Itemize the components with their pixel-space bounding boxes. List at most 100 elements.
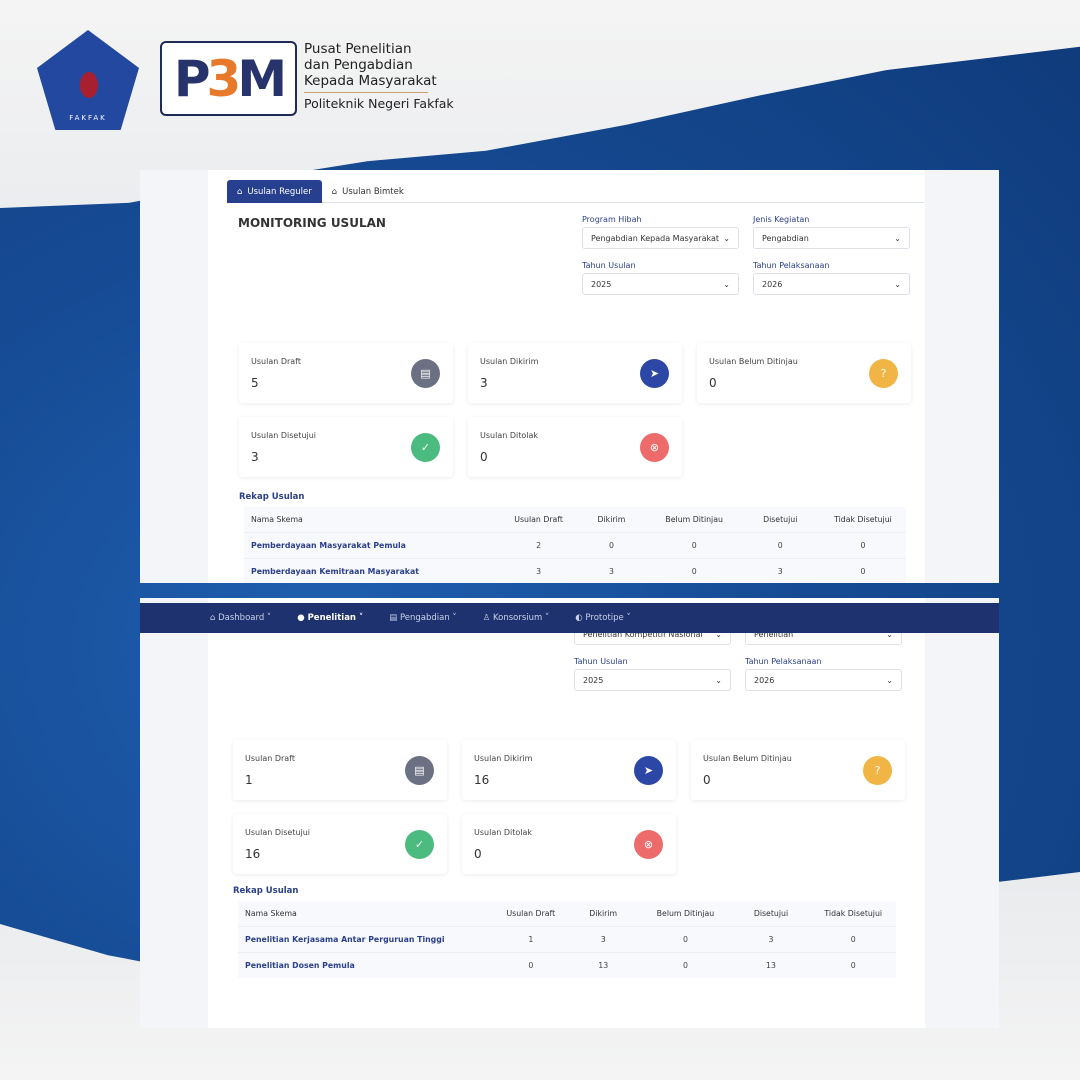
chevron-down-icon: ⌄ xyxy=(894,233,901,243)
stat-label: Usulan Belum Ditinjau xyxy=(709,357,798,366)
stat-value: 3 xyxy=(480,376,488,390)
filter-label: Program Hibah xyxy=(582,215,642,224)
select-value: 2025 xyxy=(583,675,604,685)
chevron-down-icon: ˅ xyxy=(449,613,457,623)
send-icon: ➤ xyxy=(634,756,663,785)
brand-line: dan Pengabdian xyxy=(304,57,413,73)
stat-card-ditolak: Usulan Ditolak 0 ⊗ xyxy=(462,814,676,874)
check-icon: ✓ xyxy=(411,433,440,462)
table-row: Pemberdayaan Kemitraan Masyarakat 3 3 0 3 0 xyxy=(244,557,906,583)
stat-value: 0 xyxy=(474,847,482,861)
filter-select[interactable]: Pengabdian Kepada Masyarakat ⌄ xyxy=(582,227,739,249)
stat-card-dikirim: Usulan Dikirim 3 ➤ xyxy=(468,343,682,403)
stat-value: 3 xyxy=(251,450,259,464)
table-cell: 2 xyxy=(502,531,576,558)
filter-select[interactable]: Pengabdian ⌄ xyxy=(753,227,910,249)
tab-usulan-reguler[interactable]: ⌂ Usulan Reguler xyxy=(227,180,322,203)
brand-line: Kepada Masyarakat xyxy=(304,73,437,89)
column-header: Nama Skema xyxy=(245,908,297,918)
home-icon: ⌂ xyxy=(331,186,338,197)
select-value: Penelitian xyxy=(754,629,794,639)
screenshot-bottom: ⌂ Dashboard ˅ ● Penelitian ˅ ▤ Pengabdian … xyxy=(140,598,999,1028)
tab-usulan-bimtek[interactable]: ⌂ Usulan Bimtek xyxy=(322,180,414,203)
column-header: Dikirim xyxy=(589,908,618,918)
table-header: Nama Skema Usulan Draft Dikirim Belum Ditin… xyxy=(244,507,906,532)
brand-line: Pusat Penelitian xyxy=(304,41,412,57)
table-cell: 3 xyxy=(575,557,648,583)
nav-penelitian[interactable]: ● Penelitian ˅ xyxy=(297,613,363,623)
rekap-table: Nama Skema Usulan Draft Dikirim Belum Ditin… xyxy=(238,901,896,978)
chevron-down-icon: ⌄ xyxy=(723,233,730,243)
table-cell: 0 xyxy=(740,531,820,558)
column-header: Tidak Disetujui xyxy=(834,514,892,524)
table-cell: 13 xyxy=(731,951,811,978)
table-row: Penelitian Kerjasama Antar Perguruan Tin… xyxy=(238,925,896,952)
filter-select[interactable]: 2025 ⌄ xyxy=(574,669,731,691)
column-header: Tidak Disetujui xyxy=(824,908,883,918)
table-cell: 0 xyxy=(647,557,741,583)
chevron-down-icon: ⌄ xyxy=(886,629,893,639)
column-header: Belum Ditinjau xyxy=(665,514,723,524)
select-value: Penelitian Kompetitif Nasional xyxy=(583,629,703,639)
stat-card-draft: Usulan Draft 1 ▤ xyxy=(233,740,447,800)
chevron-down-icon: ⌄ xyxy=(894,279,901,289)
stat-value: 0 xyxy=(480,450,488,464)
p3m-text: Pusat Penelitian dan Pengabdian Kepada M… xyxy=(304,41,454,112)
file-icon: ▤ xyxy=(405,756,434,785)
chevron-down-icon: ˅ xyxy=(355,613,364,623)
rekap-title: Rekap Usulan xyxy=(233,886,299,896)
filter-select[interactable]: 2026 ⌄ xyxy=(745,669,902,691)
stat-card-disetujui: Usulan Disetujui 3 ✓ xyxy=(239,417,453,477)
filter-label: Tahun Usulan xyxy=(574,657,628,666)
nav-label: Konsorsium xyxy=(493,613,543,623)
stat-card-ditolak: Usulan Ditolak 0 ⊗ xyxy=(468,417,682,477)
nav-prototipe[interactable]: ◐ Prototipe ˅ xyxy=(575,613,630,623)
stat-value: 16 xyxy=(245,847,261,861)
nav-pengabdian[interactable]: ▤ Pengabdian ˅ xyxy=(389,613,456,623)
schema-link[interactable]: Pemberdayaan Masyarakat Pemula xyxy=(244,531,503,558)
stat-value: 0 xyxy=(709,376,717,390)
filter-label: Tahun Pelaksanaan xyxy=(745,657,822,666)
file-icon: ▤ xyxy=(389,613,400,623)
filter-select[interactable]: 2026 ⌄ xyxy=(753,273,910,295)
filter-select[interactable]: 2025 ⌄ xyxy=(582,273,739,295)
table-row: Pemberdayaan Masyarakat Pemula 2 0 0 0 0 xyxy=(244,531,906,558)
check-icon: ✓ xyxy=(405,830,434,859)
stat-value: 1 xyxy=(245,773,253,787)
rekap-title: Rekap Usulan xyxy=(239,492,305,502)
select-value: 2026 xyxy=(762,279,783,289)
table-cell: 0 xyxy=(575,531,648,558)
tab-bar: ⌂ Usulan Reguler ⌂ Usulan Bimtek xyxy=(227,180,924,203)
schema-link[interactable]: Pemberdayaan Kemitraan Masyarakat xyxy=(244,557,503,583)
stat-value: 16 xyxy=(474,773,490,787)
stat-card-disetujui: Usulan Disetujui 16 ✓ xyxy=(233,814,447,874)
nav-label: Prototipe xyxy=(585,613,624,623)
stat-label: Usulan Ditolak xyxy=(480,431,539,440)
table-cell: 0 xyxy=(819,531,906,558)
x-circle-icon: ⊗ xyxy=(634,830,663,859)
stat-value: 0 xyxy=(703,773,711,787)
nav-konsorsium[interactable]: ♙ Konsorsium ˅ xyxy=(483,613,550,623)
question-icon: ? xyxy=(863,756,892,785)
schema-link[interactable]: Penelitian Kerjasama Antar Perguruan Tin… xyxy=(238,925,495,952)
stat-label: Usulan Dikirim xyxy=(480,357,539,366)
stat-card-belum: Usulan Belum Ditinjau 0? xyxy=(691,740,905,800)
stat-label: Usulan Dikirim xyxy=(474,754,533,763)
chevron-down-icon: ˅ xyxy=(623,613,631,623)
stat-card-belum: Usulan Belum Ditinjau 0? xyxy=(697,343,911,403)
table-cell: 0 xyxy=(639,951,732,978)
page-title: MONITORING USULAN xyxy=(238,216,386,230)
tab-label: Usulan Bimtek xyxy=(342,186,404,197)
chevron-down-icon: ⌄ xyxy=(715,629,722,639)
table-cell: 0 xyxy=(647,531,741,558)
column-header: Usulan Draft xyxy=(514,514,563,524)
table-cell: 3 xyxy=(731,925,811,952)
table-row: Penelitian Dosen Pemula 0 13 0 13 0 xyxy=(238,951,896,978)
nav-dashboard[interactable]: ⌂ Dashboard ˅ xyxy=(210,613,271,623)
stat-label: Usulan Disetujui xyxy=(251,431,317,440)
chevron-down-icon: ⌄ xyxy=(723,279,730,289)
stat-label: Usulan Belum Ditinjau xyxy=(703,754,792,763)
schema-link[interactable]: Penelitian Dosen Pemula xyxy=(238,951,495,978)
table-cell: 0 xyxy=(494,951,568,978)
